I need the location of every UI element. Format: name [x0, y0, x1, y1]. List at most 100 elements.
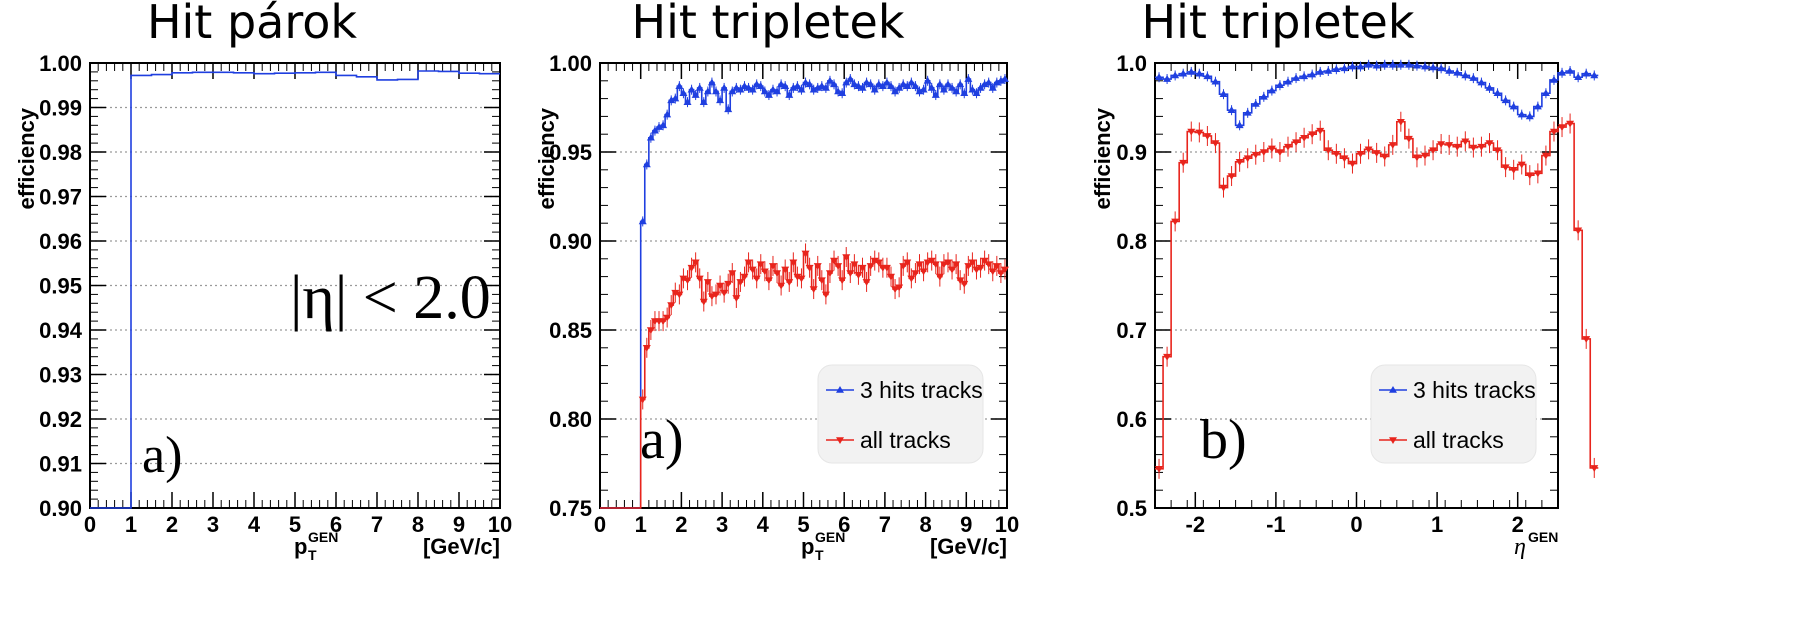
data-point [744, 83, 753, 91]
y-tick-label: 0.93 [39, 363, 82, 388]
data-point [1469, 144, 1478, 152]
data-point [1493, 89, 1502, 97]
data-point [939, 85, 948, 93]
data-point [984, 261, 993, 269]
data-point [862, 279, 871, 286]
data-point [846, 75, 855, 82]
data-point [1163, 75, 1172, 82]
data-point [1453, 68, 1462, 76]
data-point [781, 266, 790, 274]
data-point [825, 270, 834, 278]
data-point [1332, 65, 1341, 73]
data-point [720, 83, 729, 91]
data-point [984, 78, 993, 86]
data-point [858, 83, 867, 91]
data-point [1549, 128, 1558, 136]
data-point [1155, 73, 1164, 81]
data-point [988, 268, 997, 276]
data-point [650, 126, 659, 134]
data-point [1340, 64, 1349, 72]
data-point [862, 78, 871, 86]
data-point [1259, 149, 1268, 156]
data-point [683, 98, 692, 105]
data-point [760, 268, 769, 276]
data-point [667, 302, 676, 310]
y-tick-label: 1.00 [39, 51, 82, 76]
data-point [1316, 127, 1325, 135]
x-tick-label: 4 [248, 512, 261, 537]
data-point [1388, 60, 1397, 68]
data-point [1445, 142, 1454, 149]
data-point [964, 263, 973, 270]
data-point [927, 257, 936, 265]
y-tick-label: 1.00 [549, 51, 592, 76]
x-axis-label: p [294, 534, 307, 559]
data-point [785, 91, 794, 98]
data-point [895, 284, 904, 292]
chart-panel-2: Hit tripletek 0.75 0.80 0.85 0.90 0.95 1.00 0 1 2… [534, 0, 1019, 563]
data-point [732, 83, 741, 91]
data-point [1525, 112, 1534, 120]
data-point [813, 83, 822, 91]
x-axis-label-subscript: T [308, 547, 317, 563]
data-point [695, 83, 704, 91]
data-point [1541, 152, 1550, 160]
data-point [1179, 69, 1188, 77]
x-axis-unit: [GeV/c] [930, 534, 1007, 559]
data-point [1340, 155, 1349, 163]
y-tick-label: 0.80 [549, 407, 592, 432]
chart-title: Hit párok [147, 0, 357, 49]
data-point [671, 289, 680, 297]
data-point [943, 259, 952, 267]
data-point [1155, 466, 1164, 473]
x-axis-label-superscript: GEN [308, 529, 338, 545]
x-tick-label: 6 [330, 512, 342, 537]
legend-box [1370, 364, 1537, 464]
x-tick-label: 0 [594, 512, 606, 537]
data-point [834, 263, 843, 270]
data-point [764, 277, 773, 285]
data-point [740, 82, 749, 89]
data-point [736, 279, 745, 286]
data-point [1324, 67, 1333, 74]
data-point [854, 272, 863, 279]
data-point [1195, 129, 1204, 137]
data-point [1267, 145, 1276, 153]
data-point [675, 291, 684, 299]
x-axis-label-superscript: GEN [1528, 529, 1558, 545]
data-point [968, 259, 977, 267]
data-point [1437, 64, 1446, 72]
data-point [948, 83, 957, 91]
x-tick-label: 8 [412, 512, 424, 537]
legend: 3 hits tracks all tracks [1370, 364, 1537, 464]
data-point [638, 396, 647, 404]
data-point [748, 266, 757, 274]
data-point [1227, 106, 1236, 113]
data-point [825, 76, 834, 84]
x-tick-label: 9 [960, 512, 972, 537]
data-point [1000, 266, 1009, 274]
data-point [1485, 140, 1494, 148]
data-point [659, 121, 668, 129]
data-point [1283, 77, 1292, 85]
data-point [830, 80, 839, 88]
data-point [943, 80, 952, 88]
data-point [911, 270, 920, 278]
data-point [801, 250, 810, 258]
data-point [882, 264, 891, 272]
x-tick-label: 2 [166, 512, 178, 537]
data-point [740, 273, 749, 281]
x-tick-label: 2 [1512, 512, 1524, 537]
data-point [821, 291, 830, 299]
data-point [927, 83, 936, 91]
data-point [1211, 77, 1220, 85]
data-point [996, 270, 1005, 278]
data-point [744, 259, 753, 267]
x-tick-label: -1 [1266, 512, 1286, 537]
y-tick-label: 0.6 [1116, 407, 1147, 432]
data-point [923, 259, 932, 267]
data-point [1000, 75, 1009, 82]
data-point [707, 293, 716, 301]
data-point [1211, 140, 1220, 148]
